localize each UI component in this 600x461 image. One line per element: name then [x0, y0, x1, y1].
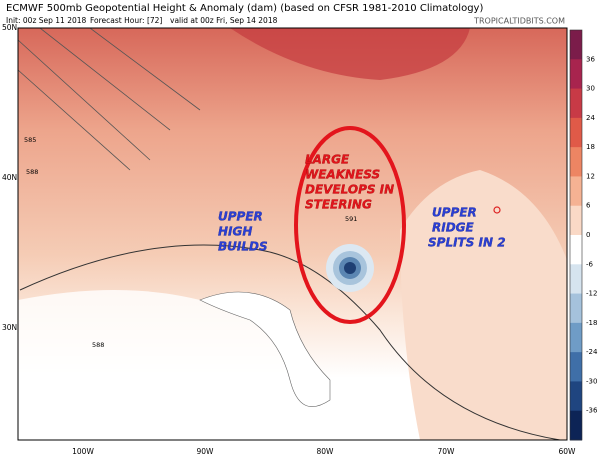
lon-label: 90W [197, 447, 215, 456]
colorbar-swatch [570, 352, 582, 382]
colorbar-tick-label: -6 [586, 260, 594, 268]
site: TROPICALTIDBITS.COM [473, 17, 565, 26]
colorbar-swatch [570, 176, 582, 207]
colorbar-swatch [570, 205, 582, 236]
map-area [18, 28, 567, 440]
contour-label: 588 [26, 168, 38, 176]
colorbar-tick-label: -36 [586, 407, 598, 415]
colorbar-swatch [570, 381, 582, 412]
annotation: UPPER [432, 206, 477, 220]
annotation: SPLITS IN 2 [428, 236, 506, 250]
colorbar-tick-label: 24 [586, 114, 595, 122]
annotation: BUILDS [218, 240, 268, 254]
colorbar-swatch [570, 264, 582, 295]
colorbar-frame [569, 29, 583, 441]
colorbar-tick-label: -12 [586, 290, 597, 298]
colorbar-swatch [570, 59, 582, 90]
annotation: LARGE [305, 153, 350, 167]
colorbar-swatch [570, 235, 582, 265]
contour-label: 591 [345, 215, 357, 223]
colorbar-tick-label: 18 [586, 143, 595, 151]
lon-label: 80W [317, 447, 335, 456]
forecast-hour: Forecast Hour: [72] [90, 16, 162, 25]
colorbar-tick-label: 0 [586, 231, 590, 239]
colorbar-swatch [570, 410, 582, 441]
valid: valid at 00z Fri, Sep 14 2018 [170, 16, 278, 25]
colorbar-tick-label: 36 [586, 55, 595, 63]
lat-label: 50N [2, 23, 17, 32]
contour-label: 585 [24, 136, 36, 144]
annotation: RIDGE [432, 221, 475, 235]
annotation: HIGH [218, 225, 252, 239]
lat-label: 30N [2, 323, 17, 332]
colorbar-tick-label: -24 [586, 348, 598, 356]
contour-label: 588 [92, 341, 104, 349]
annotation: WEAKNESS [305, 168, 380, 182]
colorbar-swatch [570, 30, 582, 60]
lon-label: 100W [72, 447, 94, 456]
colorbar-tick-label: -30 [586, 377, 597, 385]
colorbar-swatch [570, 293, 582, 324]
lat-label: 40N [2, 173, 17, 182]
colorbar-swatch [570, 322, 582, 353]
lon-label: 60W [559, 447, 577, 456]
annotation: DEVELOPS IN [305, 183, 394, 197]
colorbar-tick-label: 6 [586, 202, 591, 210]
colorbar-swatch [570, 117, 582, 148]
annotation: STEERING [305, 198, 372, 212]
colorbar-tick-label: -18 [586, 319, 597, 327]
lon-label: 70W [438, 447, 456, 456]
title: ECMWF 500mb Geopotential Height & Anomal… [6, 3, 483, 14]
colorbar-tick-label: 12 [586, 172, 595, 180]
init: Init: 00z Sep 11 2018 [6, 16, 87, 25]
annotation: UPPER [218, 210, 263, 224]
colorbar-swatch [570, 88, 582, 119]
colorbar-swatch [570, 147, 582, 177]
colorbar-tick-label: 30 [586, 85, 595, 93]
